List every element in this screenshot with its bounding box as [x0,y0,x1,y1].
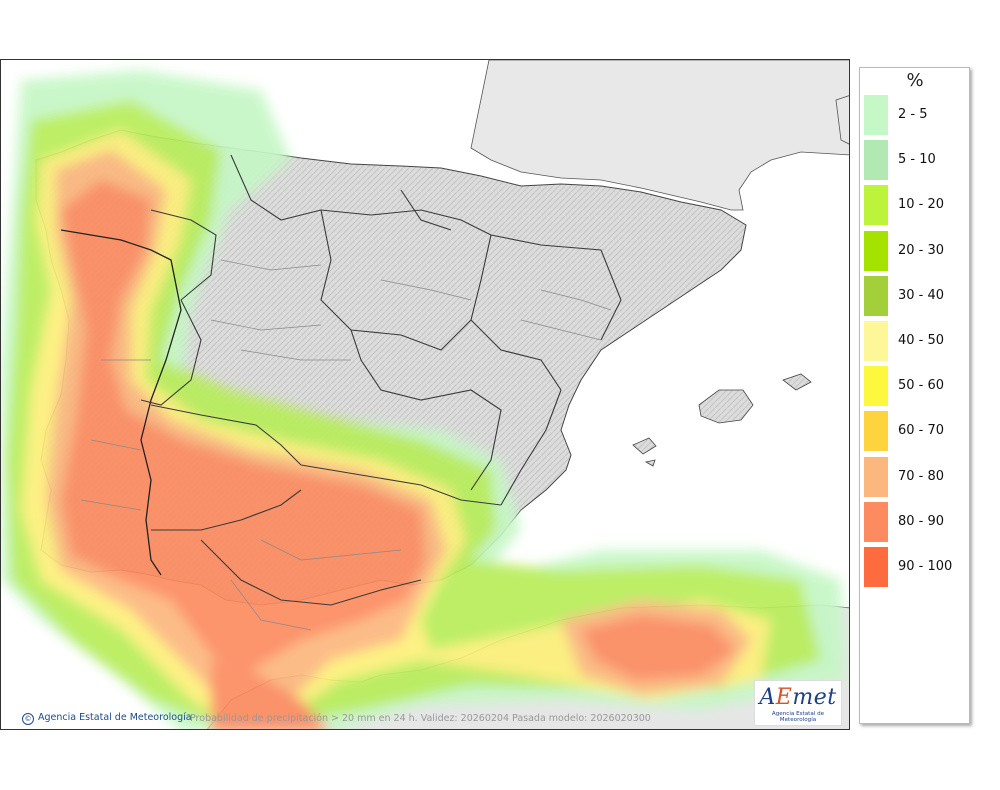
legend-label: 60 - 70 [898,423,945,439]
legend-item: 10 - 20 [864,185,964,226]
legend-swatch [864,501,888,542]
legend-swatch [864,547,888,587]
legend-item: 60 - 70 [864,411,964,452]
legend-swatch [864,321,888,361]
corsica-tip [835,95,849,145]
legend-label: 80 - 90 [898,513,945,529]
logo-letter-a: A [759,685,776,710]
mallorca [698,389,754,424]
legend-swatch [864,275,888,316]
logo-subtitle: Agencia Estatal de Meteorología [771,711,825,723]
legend-item: 5 - 10 [864,140,964,181]
legend-item: 90 - 100 [864,547,964,587]
legend-title: % [906,70,924,91]
copyright-icon: © [22,713,34,725]
menorca [782,373,812,391]
legend-label: 40 - 50 [898,333,945,348]
legend-swatch [864,95,888,135]
legend-item: 2 - 5 [864,95,964,135]
legend-label: 5 - 10 [898,152,936,168]
agency-credit: © Agencia Estatal de Meteorología [22,712,192,725]
precipitation-overlay [1,70,846,729]
legend-item: 50 - 60 [864,366,964,407]
ibiza [632,437,657,455]
logo-brand: AEmet [755,685,841,711]
portugal-spain-border [60,229,182,576]
map-caption: Probabilidad de precipitación > 20 mm en… [190,713,651,724]
logo-letter-e: E [775,685,793,710]
agency-name: Agencia Estatal de Meteorología [38,712,192,723]
legend-swatch [864,411,888,452]
legend-item: 70 - 80 [864,456,964,497]
legend-swatch [864,366,888,407]
legend-label: 90 - 100 [898,559,953,574]
legend-swatch [864,456,888,497]
legend-item: 80 - 90 [864,501,964,542]
aemet-logo: AEmet Agencia Estatal de Meteorología [754,680,842,726]
probability-map [0,59,850,730]
legend-swatch [864,140,888,181]
legend-label: 70 - 80 [898,468,945,484]
formentera [644,459,656,467]
legend-swatch [864,230,888,271]
legend-label: 10 - 20 [898,197,945,213]
legend-swatch [864,185,888,226]
legend-panel: % 2 - 5 5 - 10 10 - 20 20 - 30 30 - 40 40 - 5… [859,67,970,724]
legend-label: 50 - 60 [898,378,945,394]
legend-label: 2 - 5 [898,107,928,122]
legend-label: 20 - 30 [898,242,945,258]
map-canvas [1,60,849,729]
legend-item: 30 - 40 [864,275,964,316]
france-landmass [470,60,849,211]
legend-item: 40 - 50 [864,321,964,361]
logo-letters-met: met [792,685,837,710]
admin-borders [140,154,622,606]
admin-borders-thin [80,259,612,631]
legend-item: 20 - 30 [864,230,964,271]
legend-label: 30 - 40 [898,287,945,303]
